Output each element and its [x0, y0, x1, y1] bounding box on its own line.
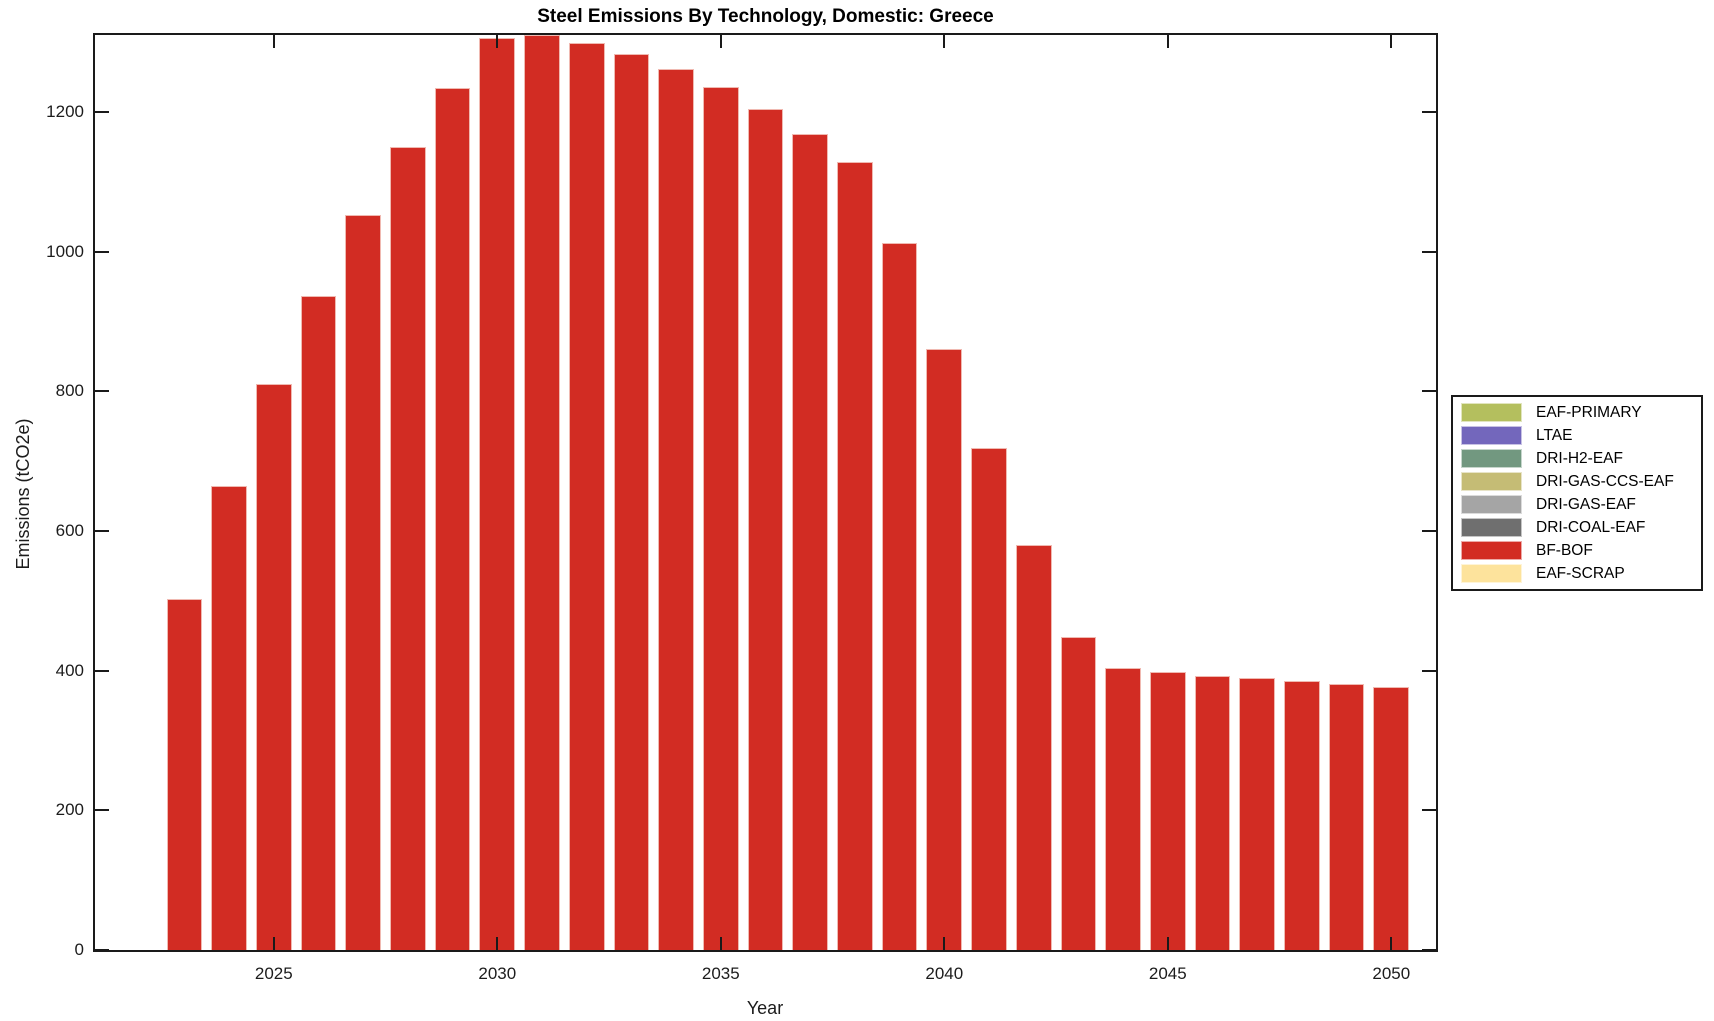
x-tick-mark-top: [1166, 35, 1169, 48]
y-tick-mark-right: [1422, 250, 1436, 253]
legend-swatch: [1461, 495, 1522, 514]
legend-label: EAF-SCRAP: [1536, 564, 1625, 582]
x-tick-mark-top: [496, 35, 499, 48]
bar-2038: [837, 162, 873, 950]
legend-item: EAF-SCRAP: [1453, 564, 1701, 583]
legend: EAF-PRIMARY LTAE DRI-H2-EAF DRI-GAS-CCS-EAF…: [1451, 395, 1703, 591]
legend-swatch: [1461, 472, 1522, 491]
legend-item: LTAE: [1453, 426, 1701, 445]
x-tick-label: 2030: [478, 964, 517, 983]
bar-2035: [702, 87, 739, 950]
legend-swatch: [1461, 541, 1522, 560]
y-tick-mark-right: [1422, 390, 1436, 393]
bar-2026: [300, 296, 337, 950]
bar-2028: [390, 146, 426, 950]
x-tick-label: 2045: [1148, 964, 1187, 983]
y-tick-mark: [95, 529, 109, 532]
bar-2025: [255, 384, 292, 950]
legend-item: DRI-COAL-EAF: [1453, 518, 1701, 537]
y-tick-mark-right: [1422, 669, 1436, 672]
legend-swatch: [1461, 449, 1522, 468]
bar-2042: [1015, 544, 1052, 950]
x-tick-mark-top: [943, 35, 946, 48]
y-tick-label: 400: [55, 660, 84, 680]
y-tick-mark: [95, 669, 109, 672]
y-tick-mark: [95, 110, 109, 113]
y-axis-label: Emissions (tCO2e): [13, 418, 33, 570]
legend-item: DRI-GAS-CCS-EAF: [1453, 472, 1701, 491]
bar-2024: [211, 486, 247, 950]
legend-label: LTAE: [1536, 426, 1573, 444]
plot-area: [93, 33, 1438, 952]
legend-swatch: [1461, 426, 1522, 445]
legend-label: BF-BOF: [1536, 541, 1593, 559]
legend-swatch: [1461, 518, 1522, 537]
y-tick-label: 1000: [46, 241, 84, 261]
legend-label: DRI-GAS-CCS-EAF: [1536, 472, 1674, 490]
x-tick-mark: [943, 937, 946, 950]
legend-swatch: [1461, 403, 1522, 422]
y-tick-mark-right: [1422, 110, 1436, 113]
bar-2048: [1284, 681, 1320, 950]
chart-title: Steel Emissions By Technology, Domestic:…: [537, 6, 994, 27]
bar-2030: [479, 38, 516, 950]
bar-2032: [568, 42, 605, 950]
bar-2027: [345, 215, 382, 950]
x-tick-mark: [272, 937, 275, 950]
legend-swatch: [1461, 564, 1522, 583]
x-tick-mark: [1166, 937, 1169, 950]
x-tick-mark-top: [719, 35, 722, 48]
legend-item: EAF-PRIMARY: [1453, 403, 1701, 422]
y-tick-mark: [95, 949, 109, 951]
y-tick-label: 600: [55, 520, 84, 540]
bar-2036: [747, 109, 784, 950]
x-tick-mark: [496, 937, 499, 950]
bar-2034: [658, 69, 694, 950]
x-tick-label: 2035: [701, 964, 740, 983]
y-tick-mark-right: [1422, 949, 1436, 951]
legend-label: EAF-PRIMARY: [1536, 403, 1642, 421]
x-tick-label: 2040: [925, 964, 964, 983]
y-tick-mark: [95, 390, 109, 393]
y-tick-label: 0: [74, 940, 84, 959]
y-tick-mark: [95, 809, 109, 812]
bar-2029: [434, 88, 471, 950]
x-tick-label: 2025: [254, 964, 293, 983]
bar-2043: [1060, 637, 1097, 950]
x-tick-mark-top: [1390, 35, 1393, 48]
bar-2031: [524, 35, 560, 950]
bar-2040: [926, 348, 963, 950]
legend-item: DRI-H2-EAF: [1453, 449, 1701, 468]
bar-2044: [1105, 667, 1141, 950]
y-tick-label: 800: [55, 381, 84, 401]
legend-label: DRI-H2-EAF: [1536, 449, 1623, 467]
bar-2045: [1149, 672, 1186, 950]
x-tick-mark: [1390, 937, 1393, 950]
y-tick-mark: [95, 250, 109, 253]
x-tick-label: 2050: [1372, 964, 1411, 983]
y-tick-label: 1200: [46, 101, 84, 121]
y-tick-mark-right: [1422, 529, 1436, 532]
x-axis-label: Year: [746, 998, 784, 1018]
legend-item: DRI-GAS-EAF: [1453, 495, 1701, 514]
legend-label: DRI-COAL-EAF: [1536, 518, 1646, 536]
legend-item: BF-BOF: [1453, 541, 1701, 560]
bar-2037: [792, 134, 829, 950]
bar-2050: [1373, 686, 1410, 950]
bar-2049: [1328, 683, 1365, 950]
bar-2046: [1194, 676, 1231, 950]
legend-label: DRI-GAS-EAF: [1536, 495, 1636, 513]
bar-2023: [166, 598, 203, 950]
x-tick-mark-top: [272, 35, 275, 48]
bar-2041: [971, 448, 1007, 950]
x-tick-mark: [719, 937, 722, 950]
bar-2033: [613, 53, 650, 950]
y-tick-label: 200: [55, 800, 84, 820]
bar-2039: [881, 243, 918, 950]
y-tick-mark-right: [1422, 809, 1436, 812]
bar-2047: [1239, 678, 1276, 950]
